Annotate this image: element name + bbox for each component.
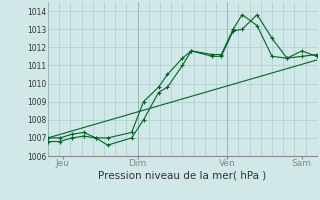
X-axis label: Pression niveau de la mer( hPa ): Pression niveau de la mer( hPa ) [98,171,267,181]
